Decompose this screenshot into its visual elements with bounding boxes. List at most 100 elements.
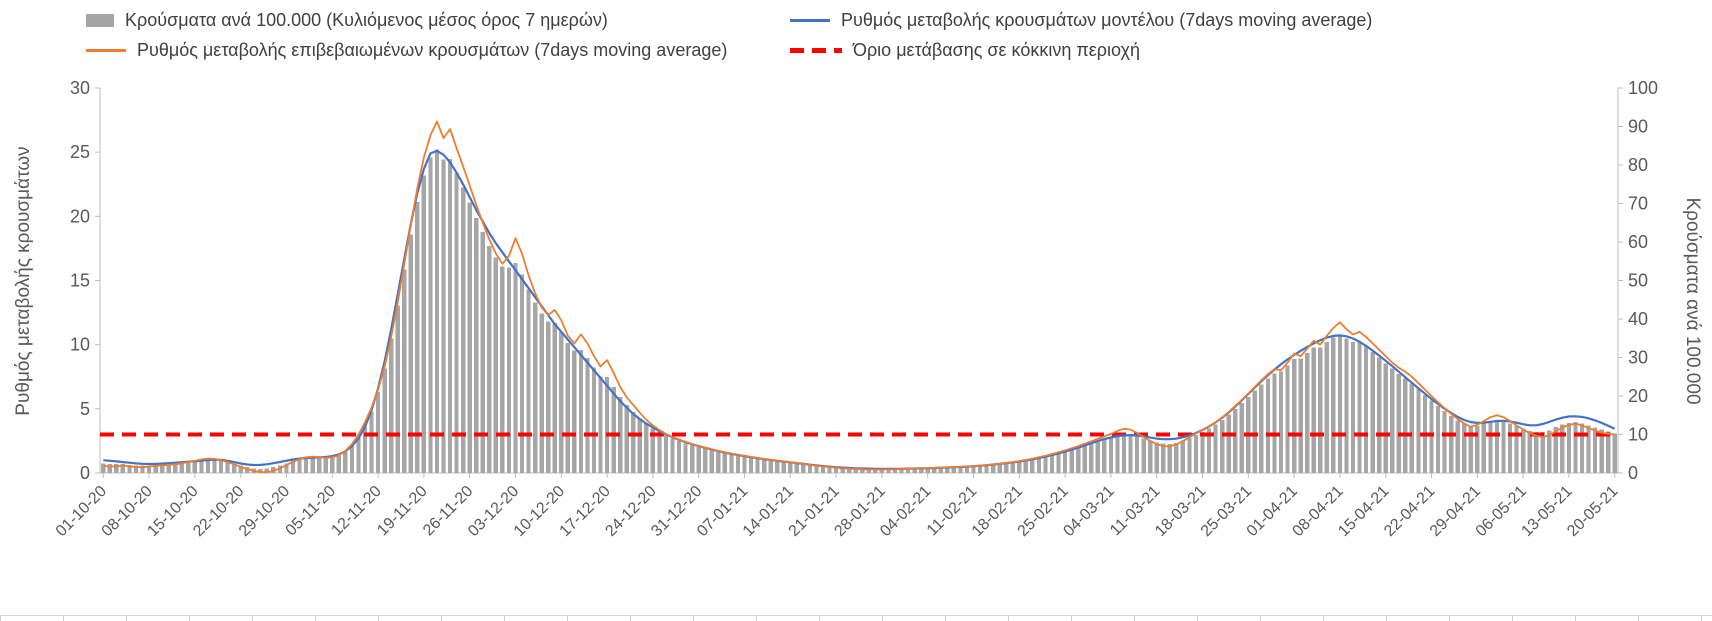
bar <box>644 423 649 473</box>
bar <box>748 457 754 473</box>
bar <box>1553 427 1558 473</box>
bar <box>591 367 597 473</box>
y-axis-left-tick-label: 15 <box>70 271 90 291</box>
bar <box>1154 442 1159 473</box>
bar <box>1612 433 1617 473</box>
bar <box>631 412 636 473</box>
bar <box>382 368 387 473</box>
bar <box>343 451 348 473</box>
bar <box>284 463 289 473</box>
bar <box>225 461 230 473</box>
bar <box>1252 390 1257 473</box>
bar <box>604 376 610 474</box>
bar <box>1134 435 1140 473</box>
bar <box>1049 455 1055 473</box>
bar <box>958 467 963 473</box>
bar <box>199 460 204 473</box>
bar <box>1416 389 1421 473</box>
legend-label-red-threshold: Όριο μετάβασης σε κόκκινη περιοχή <box>853 40 1141 60</box>
bar <box>905 468 911 473</box>
y-axis-right-tick-label: 20 <box>1628 386 1648 406</box>
bar <box>1396 374 1401 473</box>
bar <box>709 450 714 473</box>
bar <box>1220 419 1225 473</box>
bar <box>506 267 512 473</box>
bar <box>533 302 538 473</box>
bar <box>297 459 302 473</box>
bar <box>369 411 374 473</box>
bar <box>755 458 760 473</box>
bar <box>1324 342 1329 473</box>
y-axis-right-tick-label: 10 <box>1628 425 1648 445</box>
bar <box>1449 416 1454 473</box>
bar <box>1030 459 1035 473</box>
left-axis-title: Ρυθμός μεταβολής κρουσμάτων <box>13 146 34 416</box>
y-axis-left-tick-label: 10 <box>70 335 90 355</box>
bar <box>519 274 525 473</box>
bar <box>683 443 688 473</box>
bar <box>317 458 322 473</box>
bar <box>1174 443 1179 473</box>
bar <box>232 463 237 473</box>
bar <box>722 453 727 473</box>
bar <box>657 432 662 473</box>
bar <box>467 202 472 473</box>
bar <box>1357 342 1362 473</box>
y-axis-right-tick-label: 70 <box>1628 194 1648 214</box>
bar <box>559 332 564 473</box>
bar <box>1455 420 1460 473</box>
bar <box>389 338 394 473</box>
bar <box>991 464 996 473</box>
bar <box>1481 423 1486 473</box>
bar <box>120 464 125 473</box>
bar <box>1265 378 1271 473</box>
y-axis-right-tick-label: 80 <box>1628 155 1648 175</box>
bar <box>1193 434 1199 473</box>
bar <box>1599 429 1604 473</box>
legend-item-cases-per-100k: Κρούσματα ανά 100.000 (Κυλιόμενος μέσος … <box>86 9 608 31</box>
bar <box>212 459 217 473</box>
bar <box>892 469 898 473</box>
bar <box>788 462 793 473</box>
bar <box>919 468 924 473</box>
y-axis-left-tick-label: 30 <box>70 78 90 98</box>
bar <box>127 464 132 473</box>
bar <box>1036 458 1042 473</box>
bar <box>676 441 682 473</box>
bar <box>133 465 139 473</box>
bar <box>984 465 989 473</box>
bar <box>1108 437 1114 473</box>
bar <box>1409 383 1414 473</box>
bar <box>853 468 858 473</box>
bar <box>1095 441 1100 473</box>
bar <box>303 458 309 473</box>
y-axis-right-tick-label: 50 <box>1628 271 1648 291</box>
bar <box>107 464 112 473</box>
bar <box>794 463 799 473</box>
bar <box>847 468 852 473</box>
x-tick-label: 04-02-21 <box>877 483 934 540</box>
bar <box>474 218 479 473</box>
bar <box>1115 435 1120 473</box>
bar <box>1292 359 1297 473</box>
bar <box>179 463 184 473</box>
bar <box>402 269 407 473</box>
bar <box>873 469 878 473</box>
bar <box>1076 448 1081 473</box>
bar <box>578 349 584 473</box>
bar <box>114 464 119 473</box>
bar <box>160 464 165 473</box>
model-rate-line <box>103 149 1616 470</box>
bar <box>428 157 433 473</box>
y-axis-right-tick-label: 30 <box>1628 348 1648 368</box>
bar <box>820 466 826 473</box>
orange-line-swatch-icon <box>86 48 126 52</box>
bar <box>1606 431 1611 473</box>
bar <box>997 464 1002 473</box>
bar <box>173 463 178 473</box>
bar <box>539 313 544 473</box>
bar <box>1547 430 1552 473</box>
bar <box>493 257 498 473</box>
bar <box>1089 443 1094 473</box>
bar <box>101 463 106 473</box>
